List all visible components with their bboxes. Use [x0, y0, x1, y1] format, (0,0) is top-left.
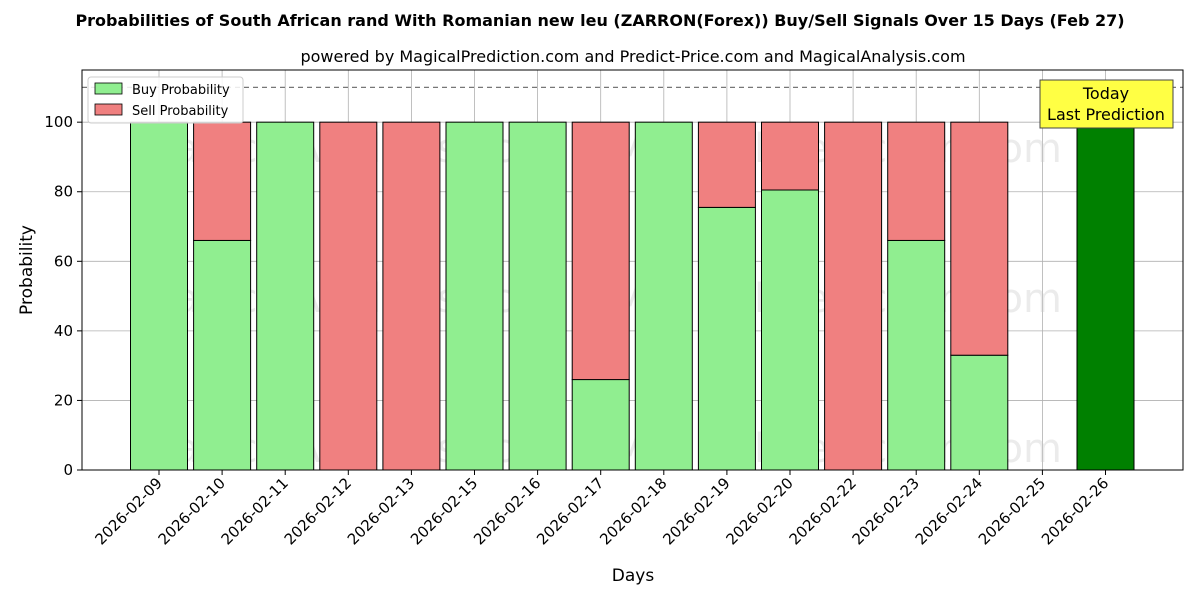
y-axis-ticks: 0 20 40 60 80 100 [44, 113, 82, 479]
today-annotation-box [1039, 79, 1174, 129]
legend-sell-label: Sell Probability [132, 104, 229, 119]
buy-bar [193, 239, 252, 471]
y-tick-label: 0 [63, 461, 73, 479]
today-annotation-line1: Today [1082, 84, 1129, 103]
sell-bar [761, 121, 819, 191]
y-tick-label: 40 [54, 322, 73, 340]
y-tick-label: 100 [44, 113, 73, 131]
x-axis-label: Days [612, 566, 655, 586]
legend-box [87, 76, 244, 124]
buy-bar [950, 354, 1009, 471]
sell-bar [950, 121, 1009, 356]
buy-bar [571, 379, 630, 471]
legend: Buy Probability Sell Probability [87, 76, 244, 124]
today-bar [1076, 121, 1135, 471]
buy-bar [887, 239, 946, 471]
chart-title: Probabilities of South African rand With… [75, 11, 1124, 30]
y-tick-label: 80 [54, 183, 73, 201]
legend-sell-swatch [94, 103, 123, 116]
legend-buy-label: Buy Probability [132, 83, 230, 98]
buy-bar [634, 121, 693, 471]
y-axis-label: Probability [17, 225, 37, 315]
chart-subtitle: powered by MagicalPrediction.com and Pre… [300, 47, 965, 66]
sell-bar [319, 121, 378, 471]
y-tick-label: 60 [54, 252, 73, 270]
bars [130, 121, 1135, 471]
buy-bar [697, 206, 756, 471]
buy-bar [761, 189, 819, 471]
buy-bar [508, 121, 567, 471]
legend-buy-swatch [94, 82, 123, 95]
today-annotation: Today Last Prediction [1039, 79, 1174, 129]
sell-bar [571, 121, 630, 381]
sell-bar [887, 121, 946, 241]
today-annotation-line2: Last Prediction [1047, 105, 1165, 124]
buy-bar [445, 121, 504, 471]
plot-frame [81, 69, 1184, 471]
sell-bar [382, 121, 441, 471]
sell-bar [824, 121, 883, 471]
buy-bar [130, 121, 188, 471]
sell-bar [697, 121, 756, 208]
sell-bar [193, 121, 252, 241]
buy-bar [256, 121, 315, 471]
y-tick-label: 20 [54, 391, 73, 409]
